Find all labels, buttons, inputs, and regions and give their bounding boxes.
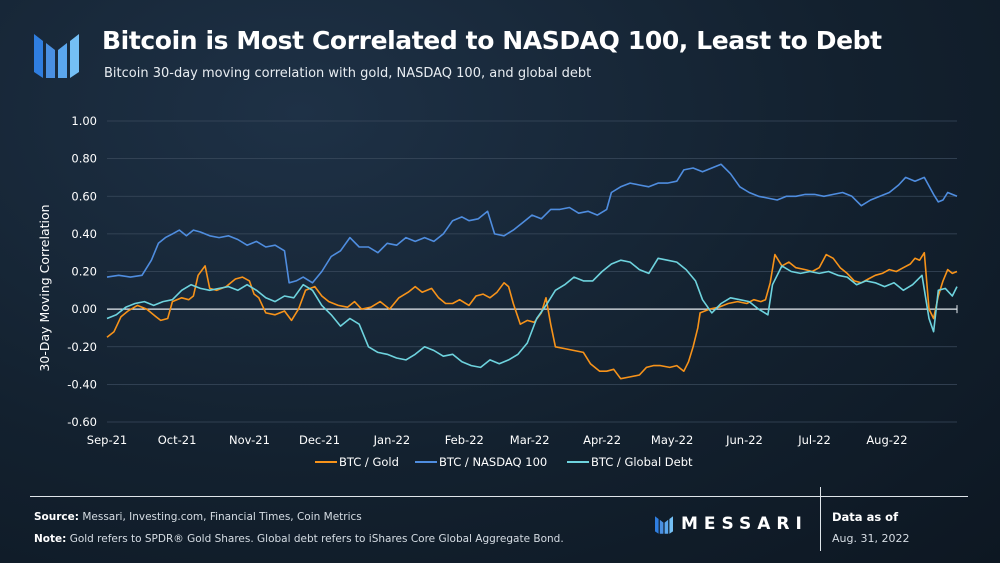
source-note: Source: Messari, Investing.com, Financia… <box>34 511 362 523</box>
y-axis-ticks: 1.00 0.80 0.60 0.40 0.20 0.00 -0.20 -0.40 -0.60 <box>67 114 97 429</box>
x-tick-label: Oct-21 <box>158 433 197 447</box>
footer-divider <box>30 496 968 497</box>
y-tick-label: -0.20 <box>67 340 97 354</box>
y-tick-label: 0.80 <box>71 152 97 166</box>
correlation-chart: 1.000.800.600.400.200.00-0.20-0.40-0.60 … <box>37 114 958 469</box>
y-tick-label: 0.20 <box>71 265 97 279</box>
source-text: Messari, Investing.com, Financial Times,… <box>82 511 362 523</box>
x-tick-label: Dec-21 <box>299 433 340 447</box>
x-tick-label: Jun-22 <box>725 433 763 447</box>
brand-wordmark: MESSARI <box>681 514 808 534</box>
legend-label: BTC / NASDAQ 100 <box>439 455 547 469</box>
footnote: Note: Gold refers to SPDR® Gold Shares. … <box>34 533 564 545</box>
y-tick-label: 0.00 <box>71 302 97 316</box>
y-tick-label: -0.60 <box>67 415 97 429</box>
x-axis-ticks: Sep-21 Oct-21 Nov-21 Dec-21 Jan-22 Feb-22 Mar-… <box>87 433 908 447</box>
footer-vertical-divider <box>820 487 821 551</box>
y-tick-label: 0.40 <box>71 227 97 241</box>
y-tick-label: 0.60 <box>71 189 97 203</box>
series-line-btc-nasdaq-100 <box>106 163 958 284</box>
series-line-btc-global-debt <box>106 257 958 369</box>
messari-logo-icon <box>34 34 79 78</box>
x-tick-label: May-22 <box>651 433 693 447</box>
messari-mark-icon <box>655 516 673 534</box>
x-tick-label: Jul-22 <box>797 433 831 447</box>
x-tick-label: Nov-21 <box>229 433 270 447</box>
chart-legend: BTC / Gold BTC / NASDAQ 100 BTC / Global D… <box>315 455 693 469</box>
chart-subtitle: Bitcoin 30-day moving correlation with g… <box>104 66 592 81</box>
x-tick-label: Jan-22 <box>373 433 411 447</box>
series-lines <box>106 163 958 380</box>
y-tick-label: 1.00 <box>71 114 97 128</box>
chart-title: Bitcoin is Most Correlated to NASDAQ 100… <box>102 26 882 55</box>
x-tick-label: Feb-22 <box>445 433 484 447</box>
x-tick-label: Apr-22 <box>583 433 621 447</box>
y-tick-label: -0.40 <box>67 377 97 391</box>
x-tick-label: Sep-21 <box>87 433 127 447</box>
note-text: Gold refers to SPDR® Gold Shares. Global… <box>69 533 564 545</box>
y-axis-label: 30-Day Moving Correlation <box>37 204 52 371</box>
note-label: Note: <box>34 533 67 545</box>
series-line-btc-gold <box>106 251 958 380</box>
x-tick-label: Aug-22 <box>866 433 907 447</box>
legend-label: BTC / Gold <box>339 455 399 469</box>
source-label: Source: <box>34 511 79 523</box>
chart-grid <box>107 120 958 423</box>
legend-label: BTC / Global Debt <box>591 455 693 469</box>
data-as-of-date: Aug. 31, 2022 <box>832 532 910 545</box>
x-tick-label: Mar-22 <box>510 433 550 447</box>
data-as-of-label: Data as of <box>832 510 899 524</box>
